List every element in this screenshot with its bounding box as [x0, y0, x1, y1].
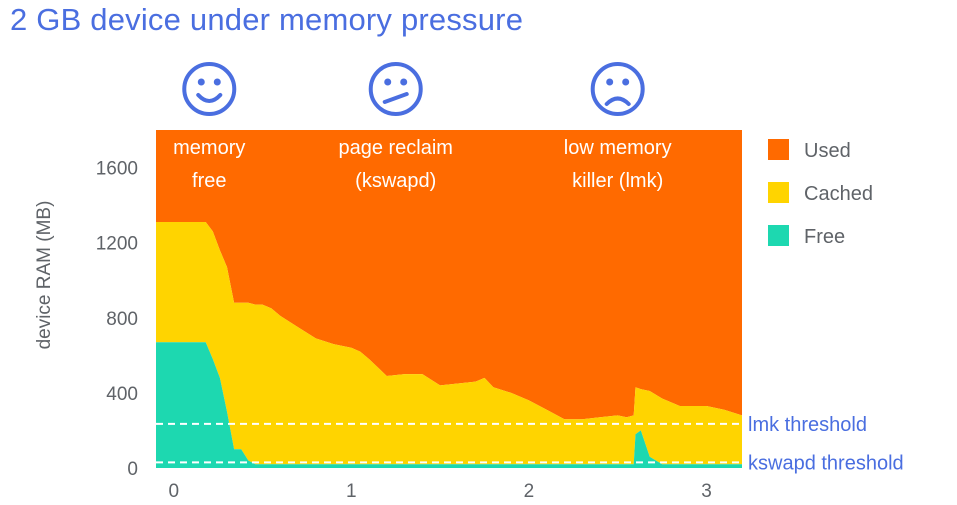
phase-label-1-line1: page reclaim: [338, 137, 453, 159]
area-used: [156, 130, 742, 420]
phase-label-1-line2: (kswapd): [355, 170, 436, 192]
y-axis-ticks: 0 400 800 1200 1600: [96, 159, 138, 480]
y-tick-label: 800: [106, 309, 138, 330]
threshold-label-0: lmk threshold: [748, 414, 867, 436]
phase-label-2-line1: low memory: [564, 137, 672, 159]
legend-label-used: Used: [804, 140, 851, 162]
legend-swatch-free: [768, 225, 789, 246]
x-axis-ticks: 0 1 2 3: [168, 481, 711, 502]
y-tick-label: 1200: [96, 234, 138, 255]
area-cached: [156, 222, 742, 465]
y-tick-label: 1600: [96, 159, 138, 180]
threshold-lines: lmk threshold kswapd threshold: [156, 414, 904, 474]
phase-labels: memory free page reclaim (kswapd) low memory…: [173, 137, 671, 192]
y-axis-label: device RAM (MB): [34, 201, 55, 350]
x-tick-label: 0: [168, 481, 179, 502]
phase-label-0-line1: memory: [173, 137, 245, 159]
legend-swatch-used: [768, 139, 789, 160]
legend-label-free: Free: [804, 226, 845, 248]
area-free: [156, 342, 742, 468]
x-tick-label: 1: [346, 481, 357, 502]
phase-label-0-line2: free: [192, 170, 226, 192]
neutral-face-icon: [368, 62, 423, 116]
phase-label-2-line2: killer (lmk): [572, 170, 663, 192]
x-tick-label: 2: [524, 481, 535, 502]
stacked-areas: [156, 130, 742, 468]
face-icons: [182, 62, 645, 116]
y-tick-label: 400: [106, 384, 138, 405]
legend-swatch-cached: [768, 182, 789, 203]
x-tick-label: 3: [701, 481, 712, 502]
threshold-label-1: kswapd threshold: [748, 452, 904, 474]
sad-face-icon: [590, 62, 645, 116]
legend-label-cached: Cached: [804, 183, 873, 205]
y-tick-label: 0: [127, 459, 138, 480]
legend: Used Cached Free: [768, 139, 873, 248]
chart-title: 2 GB device under memory pressure: [10, 2, 524, 37]
happy-face-icon: [182, 62, 237, 116]
